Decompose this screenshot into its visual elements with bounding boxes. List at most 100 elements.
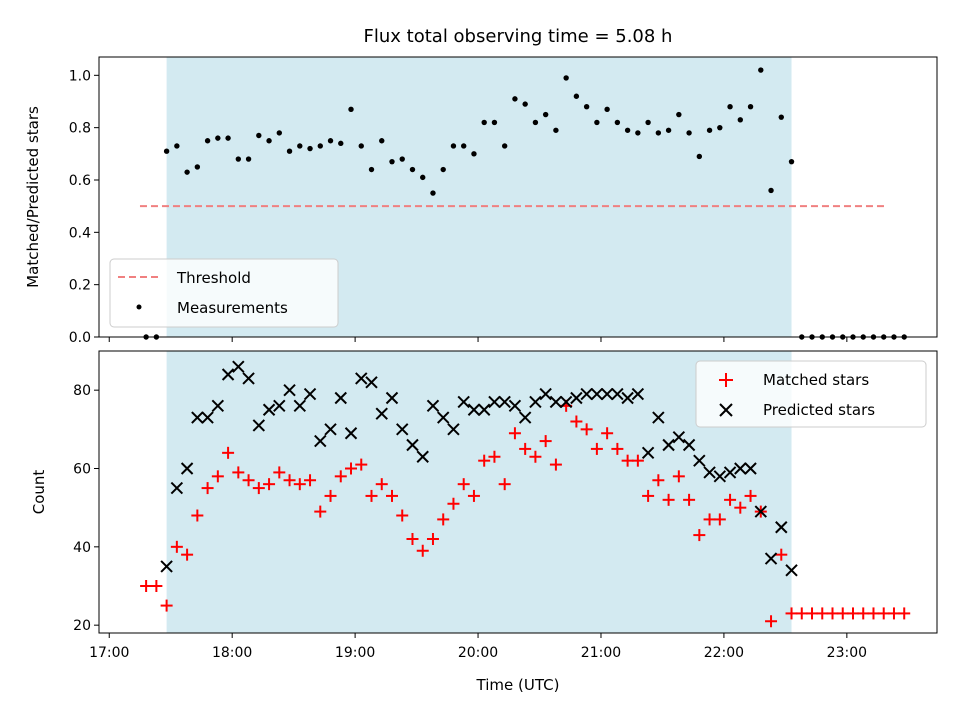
predicted-star-point [611,387,624,401]
legend-matched-swatch [719,373,733,387]
predicted-star-point [191,411,204,424]
matched-star-point [898,607,911,620]
x-tick-label: 22:00 [704,645,744,661]
predicted-star-point [744,462,757,475]
matched-star-point [170,540,183,553]
top-panel-frame [98,56,938,338]
top-y-ticks: 0.0 0.2 0.4 0.6 0.8 1.0 [69,68,99,346]
predicted-star-point [580,387,593,401]
matched-star-point [457,478,470,491]
measurement-point [327,138,334,144]
measurement-point [594,119,600,126]
predicted-star-point [518,411,532,424]
matched-star-point [867,607,880,620]
predicted-star-point [262,403,276,416]
matched-star-point [529,450,542,463]
predicted-star-point [467,403,481,416]
measurement-point [604,106,610,113]
measurement-point [471,151,477,157]
bottom-y-tick-label: 40 [73,540,91,556]
bottom-y-axis-label: Count [30,470,48,515]
measurement-point [163,148,170,154]
matched-star-point [887,607,900,620]
matched-star-point [621,454,634,467]
top-y-tick-label: 0.2 [69,278,91,294]
predicted-star-point [232,360,245,373]
matched-star-point [263,478,276,491]
matched-star-point [150,580,163,592]
matched-star-point [222,446,235,459]
matched-star-point [345,462,358,475]
measurement-point [266,138,272,144]
matched-star-point [519,442,532,455]
predicted-star-point [406,438,419,452]
predicted-star-point [723,466,737,479]
measurement-point [225,135,231,141]
predicted-star-point [775,521,788,534]
x-tick-label: 18:00 [212,645,252,661]
predicted-star-point [180,462,194,475]
measurement-point [297,143,303,149]
predicted-star-point [498,395,511,409]
predicted-star-point [437,411,450,424]
matched-star-point [201,482,214,495]
legend-measurements-swatch [136,304,142,310]
predicted-star-point [621,391,634,405]
predicted-star-point [672,430,686,444]
measurement-point [788,158,795,165]
matched-star-point [304,474,317,487]
bottom-legend: Matched stars Predicted stars [695,360,927,428]
predicted-star-point [365,376,378,389]
measurement-point [686,130,692,136]
measurement-point [235,156,242,162]
predicted-star-point [344,427,358,440]
legend-predicted-label: Predicted stars [763,401,875,419]
matched-star-point [631,454,644,467]
matched-star-point [877,607,890,620]
matched-star-point [826,607,839,620]
top-legend-box [109,258,339,328]
predicted-star-point [303,387,317,401]
measurement-point [276,130,283,136]
matched-star-point [406,533,419,545]
measurement-point [286,148,293,154]
measurement-point [778,114,784,120]
matched-star-point [611,442,624,455]
measurement-point [430,190,436,196]
bottom-y-tick-label: 60 [73,462,91,478]
predicted-star-point [375,407,388,420]
measurement-point [409,166,416,173]
measurement-point [379,138,385,144]
measurement-point [358,143,364,149]
matched-star-point [283,474,296,487]
bottom-panel-frame [98,350,938,634]
matched-star-point [447,497,460,510]
predicted-star-point [396,423,409,436]
predicted-star-point [549,395,563,409]
measurement-point [573,93,580,99]
measurement-point [317,143,323,149]
x-tick-label: 20:00 [458,645,498,661]
bottom-y-tick-label: 20 [73,618,91,634]
predicted-star-point [539,387,552,401]
matched-star-point [570,415,583,428]
matched-star-point [273,466,286,479]
predicted-star-point [355,372,368,385]
matched-star-point [806,607,819,620]
bottom-highlight-span [166,351,792,633]
predicted-star-point [283,383,296,397]
matched-stars-series [140,399,911,628]
matched-star-point [293,478,306,491]
measurement-point [399,156,405,162]
matched-star-point [426,533,439,545]
measurement-point [635,130,641,136]
predicted-star-point [652,411,665,424]
matched-star-point [140,580,153,592]
measurement-point [614,119,621,126]
matched-star-point [416,544,429,557]
bottom-legend-box [695,360,927,428]
measurement-point [450,143,457,149]
matched-star-point [334,470,347,483]
measurement-point [440,166,446,173]
predicted-star-point [334,391,347,405]
